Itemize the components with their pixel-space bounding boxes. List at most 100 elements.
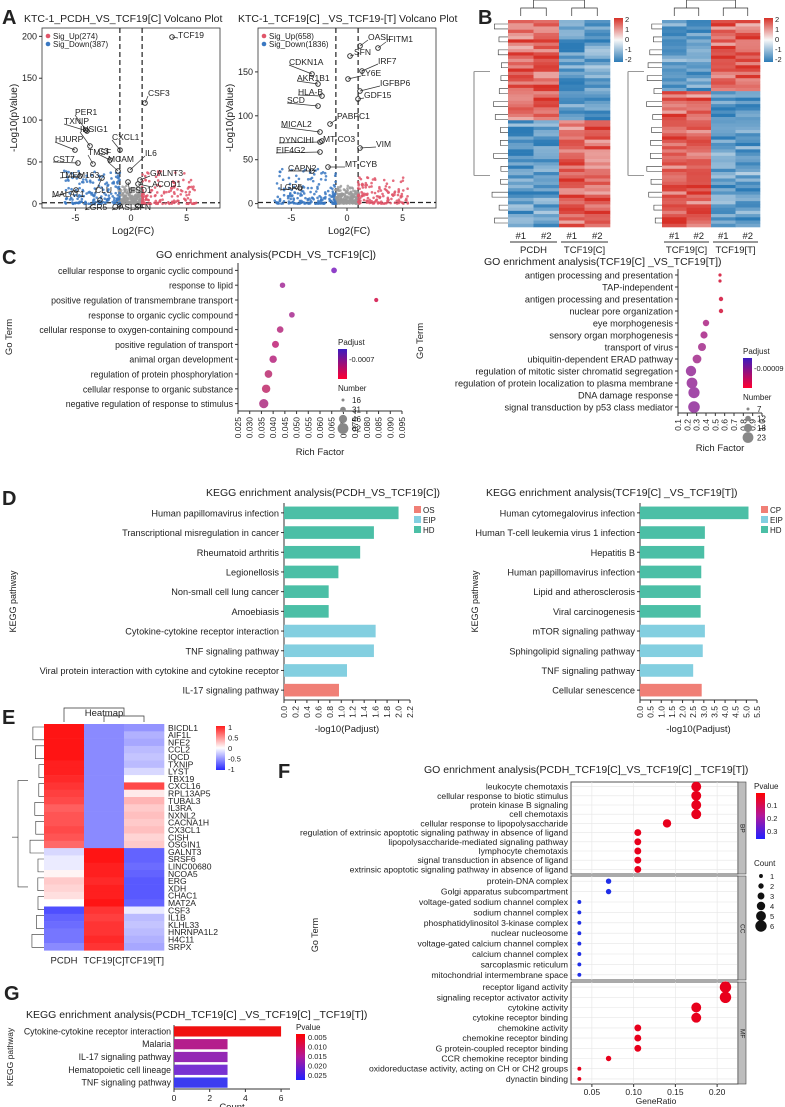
down-point — [110, 177, 113, 180]
color-scale — [743, 358, 752, 388]
up-point — [142, 201, 146, 204]
down-point — [102, 173, 106, 176]
gene-label: NFE2 — [168, 737, 190, 747]
heatmap-cell — [711, 104, 736, 108]
y-axis-label: -Log10(pValue) — [225, 84, 236, 152]
down-point — [68, 192, 72, 195]
down-point — [82, 194, 86, 198]
up-point — [174, 171, 177, 174]
heatmap-cell — [711, 123, 736, 128]
dendrogram-branch — [648, 191, 662, 198]
heatmap-cell — [559, 152, 585, 157]
heatmap-cell — [84, 884, 125, 893]
heatmap-cell — [711, 142, 736, 147]
heatmap-cell — [662, 20, 687, 24]
heatmap-cell — [711, 175, 736, 179]
heatmap-cell — [711, 207, 736, 212]
dendrogram-branch — [650, 178, 662, 185]
data-point — [577, 941, 582, 946]
legend-title: Number — [338, 384, 367, 393]
down-point — [118, 191, 121, 195]
x-tick-label: -5 — [287, 213, 295, 223]
ns-point — [349, 200, 352, 204]
heatmap-cell — [686, 74, 712, 79]
y-tick-label: 0 — [248, 199, 253, 209]
highlight-point — [309, 168, 315, 174]
color-scale-tick: 1 — [625, 25, 629, 34]
heatmap-cell — [44, 782, 85, 790]
heatmap-cell — [508, 107, 534, 111]
heatmap-cell — [44, 811, 85, 820]
up-point — [141, 195, 145, 199]
gene-label: TBX19 — [168, 774, 194, 784]
data-point — [686, 377, 698, 389]
dendrogram-branch — [533, 0, 585, 8]
up-point — [187, 180, 191, 184]
heatmap-cell — [124, 767, 165, 776]
color-scale — [764, 18, 773, 62]
heatmap-cell — [559, 165, 585, 170]
ns-point — [346, 187, 349, 190]
down-point — [71, 176, 74, 180]
heatmap-cell — [584, 94, 611, 98]
down-point — [115, 199, 118, 203]
heatmap-cell — [533, 45, 560, 50]
up-point — [401, 176, 405, 179]
up-point — [368, 201, 371, 205]
heatmap-cell — [124, 884, 165, 893]
heatmap-cell — [44, 855, 85, 863]
gene-label: SRPX — [168, 942, 192, 952]
size-legend-label: 16 — [352, 396, 361, 405]
data-point — [634, 1034, 642, 1042]
term-label: receptor ligand activity — [482, 982, 568, 992]
down-point — [306, 178, 310, 181]
highlight-point — [75, 160, 81, 166]
heatmap-cell — [559, 204, 585, 208]
legend-swatch — [414, 516, 421, 523]
heatmap-cell — [508, 36, 534, 40]
down-point — [109, 192, 113, 195]
panel-label-b: B — [478, 7, 492, 29]
group-label: TCF19[C] — [666, 245, 707, 256]
heatmap-cell — [559, 91, 585, 95]
highlight-point — [117, 203, 123, 209]
up-point — [357, 194, 360, 197]
heatmap-cell — [735, 26, 761, 31]
dendrogram-branch — [493, 101, 508, 107]
heatmap-cell — [686, 168, 712, 173]
down-point — [287, 176, 291, 180]
size-legend-swatch — [742, 432, 754, 443]
data-point — [374, 297, 379, 303]
heatmap-cell — [533, 201, 560, 205]
heatmap-cell — [44, 797, 85, 805]
heatmap-cell — [44, 840, 85, 849]
category-label: Human papillomavirus infection — [507, 567, 635, 577]
up-point — [360, 194, 364, 197]
ns-point — [351, 201, 355, 205]
color-scale — [338, 349, 347, 379]
term-label: leukocyte chemotaxis — [486, 782, 568, 792]
dendrogram-branch — [37, 896, 44, 910]
heatmap-cell — [559, 146, 585, 150]
heatmap-cell — [533, 194, 560, 199]
up-point — [143, 174, 147, 178]
heatmap-cell — [584, 39, 611, 43]
down-point — [273, 199, 277, 202]
heatmap-cell — [686, 136, 712, 140]
bar — [284, 644, 374, 658]
data-point — [718, 273, 722, 277]
ns-point — [353, 199, 357, 203]
heatmap-cell — [735, 84, 761, 89]
term-label: Golgi apparatus subcompartment — [441, 887, 569, 897]
heatmap-cell — [711, 136, 736, 140]
heatmap-cell — [44, 767, 85, 776]
heatmap-cell — [584, 45, 611, 50]
heatmap-cell — [44, 724, 85, 732]
group-label: TCF19[T] — [715, 245, 755, 256]
heatmap-cell — [662, 155, 687, 160]
heatmap-cell — [735, 152, 761, 157]
heatmap-cell — [711, 84, 736, 89]
heatmap-cell — [711, 42, 736, 47]
up-point — [393, 201, 397, 205]
heatmap-cell — [533, 210, 560, 215]
